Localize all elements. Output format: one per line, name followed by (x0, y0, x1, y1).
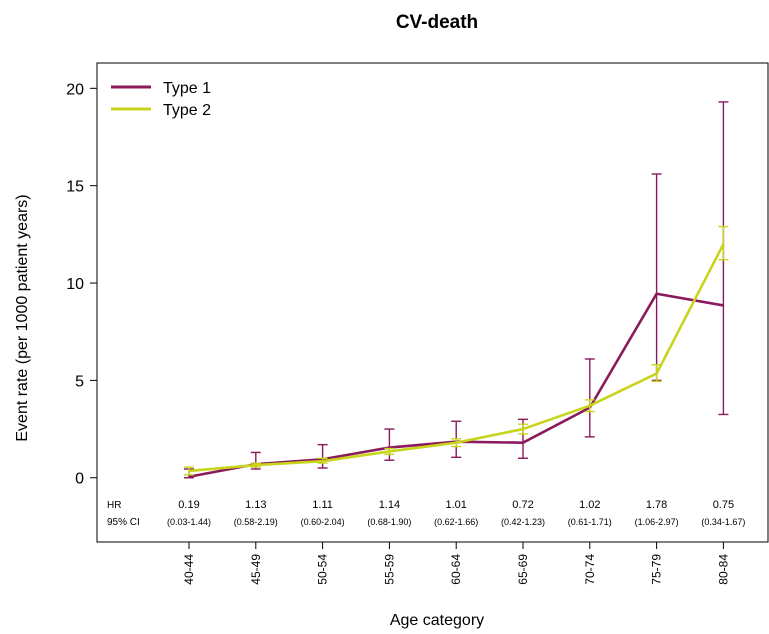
hr-value: 0.19 (178, 499, 199, 511)
ci-value: (0.62-1.66) (434, 517, 478, 527)
y-axis: 0 5 10 15 20 (66, 81, 98, 488)
ci-row-label: 95% CI (107, 517, 140, 528)
ci-value: (0.61-1.71) (568, 517, 612, 527)
x-axis: 40-44 45-49 50-54 55-59 60-64 65-69 70-74 75-79… (182, 541, 730, 585)
y-axis-label: Event rate (per 1000 patient years) (14, 194, 31, 441)
series-1 (184, 101, 729, 479)
ci-value: (0.60-2.04) (301, 517, 345, 527)
legend: Type 1 Type 2 (111, 80, 211, 119)
x-tick-label: 50-54 (316, 554, 330, 585)
x-tick-label: 60-64 (449, 554, 463, 585)
hr-table: HR 95% CI 0.19 1.13 1.11 1.14 1.01 0.72 1.02 1.… (107, 499, 745, 528)
hr-value: 1.01 (445, 499, 466, 511)
x-tick-label: 55-59 (382, 554, 396, 585)
x-tick-label: 65-69 (516, 554, 530, 585)
ci-value: (0.34-1.67) (701, 517, 745, 527)
hr-value: 1.02 (579, 499, 600, 511)
x-axis-label: Age category (390, 612, 484, 629)
x-tick-label: 40-44 (182, 554, 196, 585)
series-layer (184, 101, 729, 479)
series-2 (184, 225, 729, 476)
y-tick-label: 10 (66, 276, 84, 293)
y-tick-label: 0 (75, 471, 84, 488)
ci-value: (0.68-1.90) (367, 517, 411, 527)
hr-value: 1.14 (379, 499, 400, 511)
y-tick-label: 15 (66, 179, 84, 196)
x-tick-label: 80-84 (716, 554, 730, 585)
x-tick-label: 70-74 (583, 554, 597, 585)
series-line (188, 243, 725, 473)
y-tick-label: 5 (75, 373, 84, 390)
hr-value: 1.13 (245, 499, 266, 511)
chart-title: CV-death (396, 12, 478, 33)
ci-value: (0.58-2.19) (234, 517, 278, 527)
ci-value: (0.03-1.44) (167, 517, 211, 527)
legend-label: Type 1 (163, 80, 211, 97)
ci-value: (1.06-2.97) (635, 517, 679, 527)
hr-value: 0.72 (512, 499, 533, 511)
ci-value: (0.42-1.23) (501, 517, 545, 527)
hr-row-label: HR (107, 500, 121, 511)
y-tick-label: 20 (66, 81, 84, 98)
hr-value: 1.11 (312, 499, 333, 511)
hr-value: 0.75 (713, 499, 734, 511)
hr-value: 1.78 (646, 499, 667, 511)
legend-label: Type 2 (163, 102, 211, 119)
x-tick-label: 75-79 (650, 554, 664, 585)
x-tick-label: 45-49 (249, 554, 263, 585)
